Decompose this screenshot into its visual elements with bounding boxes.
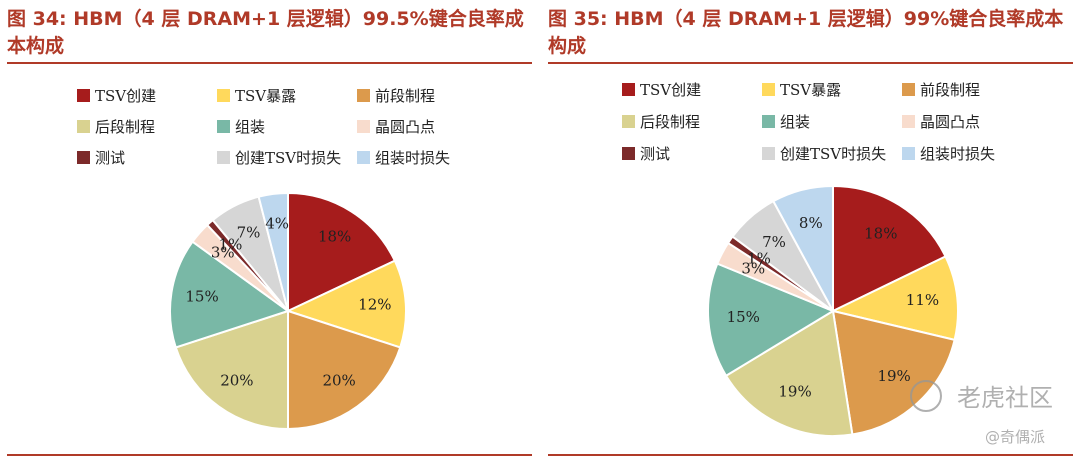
data-label-1: 18% <box>864 225 897 243</box>
title-rule <box>548 62 1073 64</box>
legend-swatch <box>77 150 90 164</box>
pie-slice-5 <box>169 240 291 349</box>
data-label-4: 20% <box>220 371 253 389</box>
pie-slice-3 <box>287 309 402 431</box>
pie-chart: 18% 12% 20% 20% 15% 3%1%7% 4% <box>169 191 407 431</box>
legend-swatch <box>762 82 775 96</box>
legend-label: 创建TSV时损失 <box>780 144 887 163</box>
pie-slice-5 <box>707 262 836 378</box>
data-label-1: 18% <box>318 228 351 246</box>
data-label-2: 12% <box>358 296 391 314</box>
pie-slice-1 <box>832 184 947 313</box>
legend-item: 测试 <box>622 142 670 164</box>
legend-swatch <box>217 88 230 102</box>
pie-slice-9 <box>771 184 834 312</box>
legend-item: 创建TSV时损失 <box>762 142 886 164</box>
data-label-4: 19% <box>778 383 811 401</box>
legend-item: 组装 <box>762 110 810 132</box>
legend-item: TSV暴露 <box>217 84 296 106</box>
data-label-5: 15% <box>727 308 760 326</box>
pie-slice-4 <box>174 309 289 431</box>
data-label-3: 20% <box>322 371 355 389</box>
legend-item: 后段制程 <box>622 110 700 132</box>
legend-label: 后段制程 <box>640 112 701 131</box>
legend-item: TSV创建 <box>622 78 701 100</box>
pie-chart: 18% 11% 19% 19% 15% 3%1%7% 8% <box>707 184 959 437</box>
data-label-2: 11% <box>906 291 939 309</box>
chart-title: 图 35: HBM（4 层 DRAM+1 层逻辑）99%键合良率成本构成 <box>548 8 1064 57</box>
chart-panel-34: 图 34: HBM（4 层 DRAM+1 层逻辑）99.5%键合良率成本构成 T… <box>7 0 532 459</box>
pie-slice-4 <box>724 309 854 437</box>
legend-item: 组装时损失 <box>357 146 450 168</box>
legend-swatch <box>762 146 775 160</box>
data-label-9: 4% <box>265 215 289 233</box>
chart-panel-35: 图 35: HBM（4 层 DRAM+1 层逻辑）99%键合良率成本构成 TSV… <box>548 0 1073 459</box>
legend-item: 晶圆凸点 <box>357 115 435 137</box>
watermark-handle: @奇偶派 <box>985 428 1046 446</box>
legend-item: 组装时损失 <box>902 142 995 164</box>
legend-label: TSV暴露 <box>235 86 297 105</box>
chart-title: 图 34: HBM（4 层 DRAM+1 层逻辑）99.5%键合良率成本构成 <box>7 8 524 57</box>
legend-swatch <box>77 88 90 102</box>
data-label-6: 3% <box>211 243 235 261</box>
legend-item: TSV创建 <box>77 84 156 106</box>
legend-label: 前段制程 <box>920 80 981 99</box>
data-label-5: 15% <box>185 287 218 305</box>
legend-label: 组装 <box>780 112 811 131</box>
legend-item: 前段制程 <box>902 78 980 100</box>
title-rule <box>7 62 532 64</box>
legend-swatch <box>622 114 635 128</box>
legend-swatch <box>357 119 370 133</box>
data-label-9: 8% <box>799 214 823 232</box>
pie-slice-1 <box>287 191 397 313</box>
watermark-text: 老虎社区 <box>957 384 1053 412</box>
legend-swatch <box>622 82 635 96</box>
data-label-7: 1% <box>219 236 243 254</box>
legend-item: 测试 <box>77 146 125 168</box>
legend-item: 组装 <box>217 115 265 137</box>
legend-swatch <box>902 114 915 128</box>
legend-swatch <box>217 150 230 164</box>
legend-label: 创建TSV时损失 <box>235 148 342 167</box>
pie-slice-9 <box>257 191 289 312</box>
pie-slice-2 <box>285 259 407 349</box>
legend-label: 前段制程 <box>375 86 436 105</box>
legend-item: TSV暴露 <box>762 78 841 100</box>
legend-label: TSV创建 <box>640 80 702 99</box>
legend-swatch <box>357 150 370 164</box>
legend-item: 前段制程 <box>357 84 435 106</box>
data-label-6: 3% <box>741 259 765 277</box>
legend-label: 组装时损失 <box>375 148 451 167</box>
legend-item: 晶圆凸点 <box>902 110 980 132</box>
legend-label: TSV暴露 <box>780 80 842 99</box>
legend-label: 测试 <box>640 144 671 163</box>
legend-item: 创建TSV时损失 <box>217 146 341 168</box>
data-label-8: 7% <box>237 223 261 241</box>
legend-label: 组装时损失 <box>920 144 996 163</box>
bottom-rule <box>7 454 532 456</box>
legend-swatch <box>357 88 370 102</box>
legend-label: 晶圆凸点 <box>920 112 981 131</box>
legend-swatch <box>622 146 635 160</box>
pie-slice-2 <box>830 255 959 342</box>
data-label-8: 7% <box>762 233 786 251</box>
legend-label: TSV创建 <box>95 86 157 105</box>
legend-swatch <box>762 114 775 128</box>
legend-swatch <box>902 146 915 160</box>
bottom-rule <box>548 454 1073 456</box>
legend-label: 组装 <box>235 117 266 136</box>
legend-swatch <box>77 119 90 133</box>
data-label-7: 1% <box>747 250 771 268</box>
legend-label: 后段制程 <box>95 117 156 136</box>
legend-label: 晶圆凸点 <box>375 117 436 136</box>
data-label-3: 19% <box>877 367 910 385</box>
legend-swatch <box>217 119 230 133</box>
legend-item: 后段制程 <box>77 115 155 137</box>
legend-label: 测试 <box>95 148 126 167</box>
watermark-logo-icon <box>910 380 942 412</box>
legend-swatch <box>902 82 915 96</box>
